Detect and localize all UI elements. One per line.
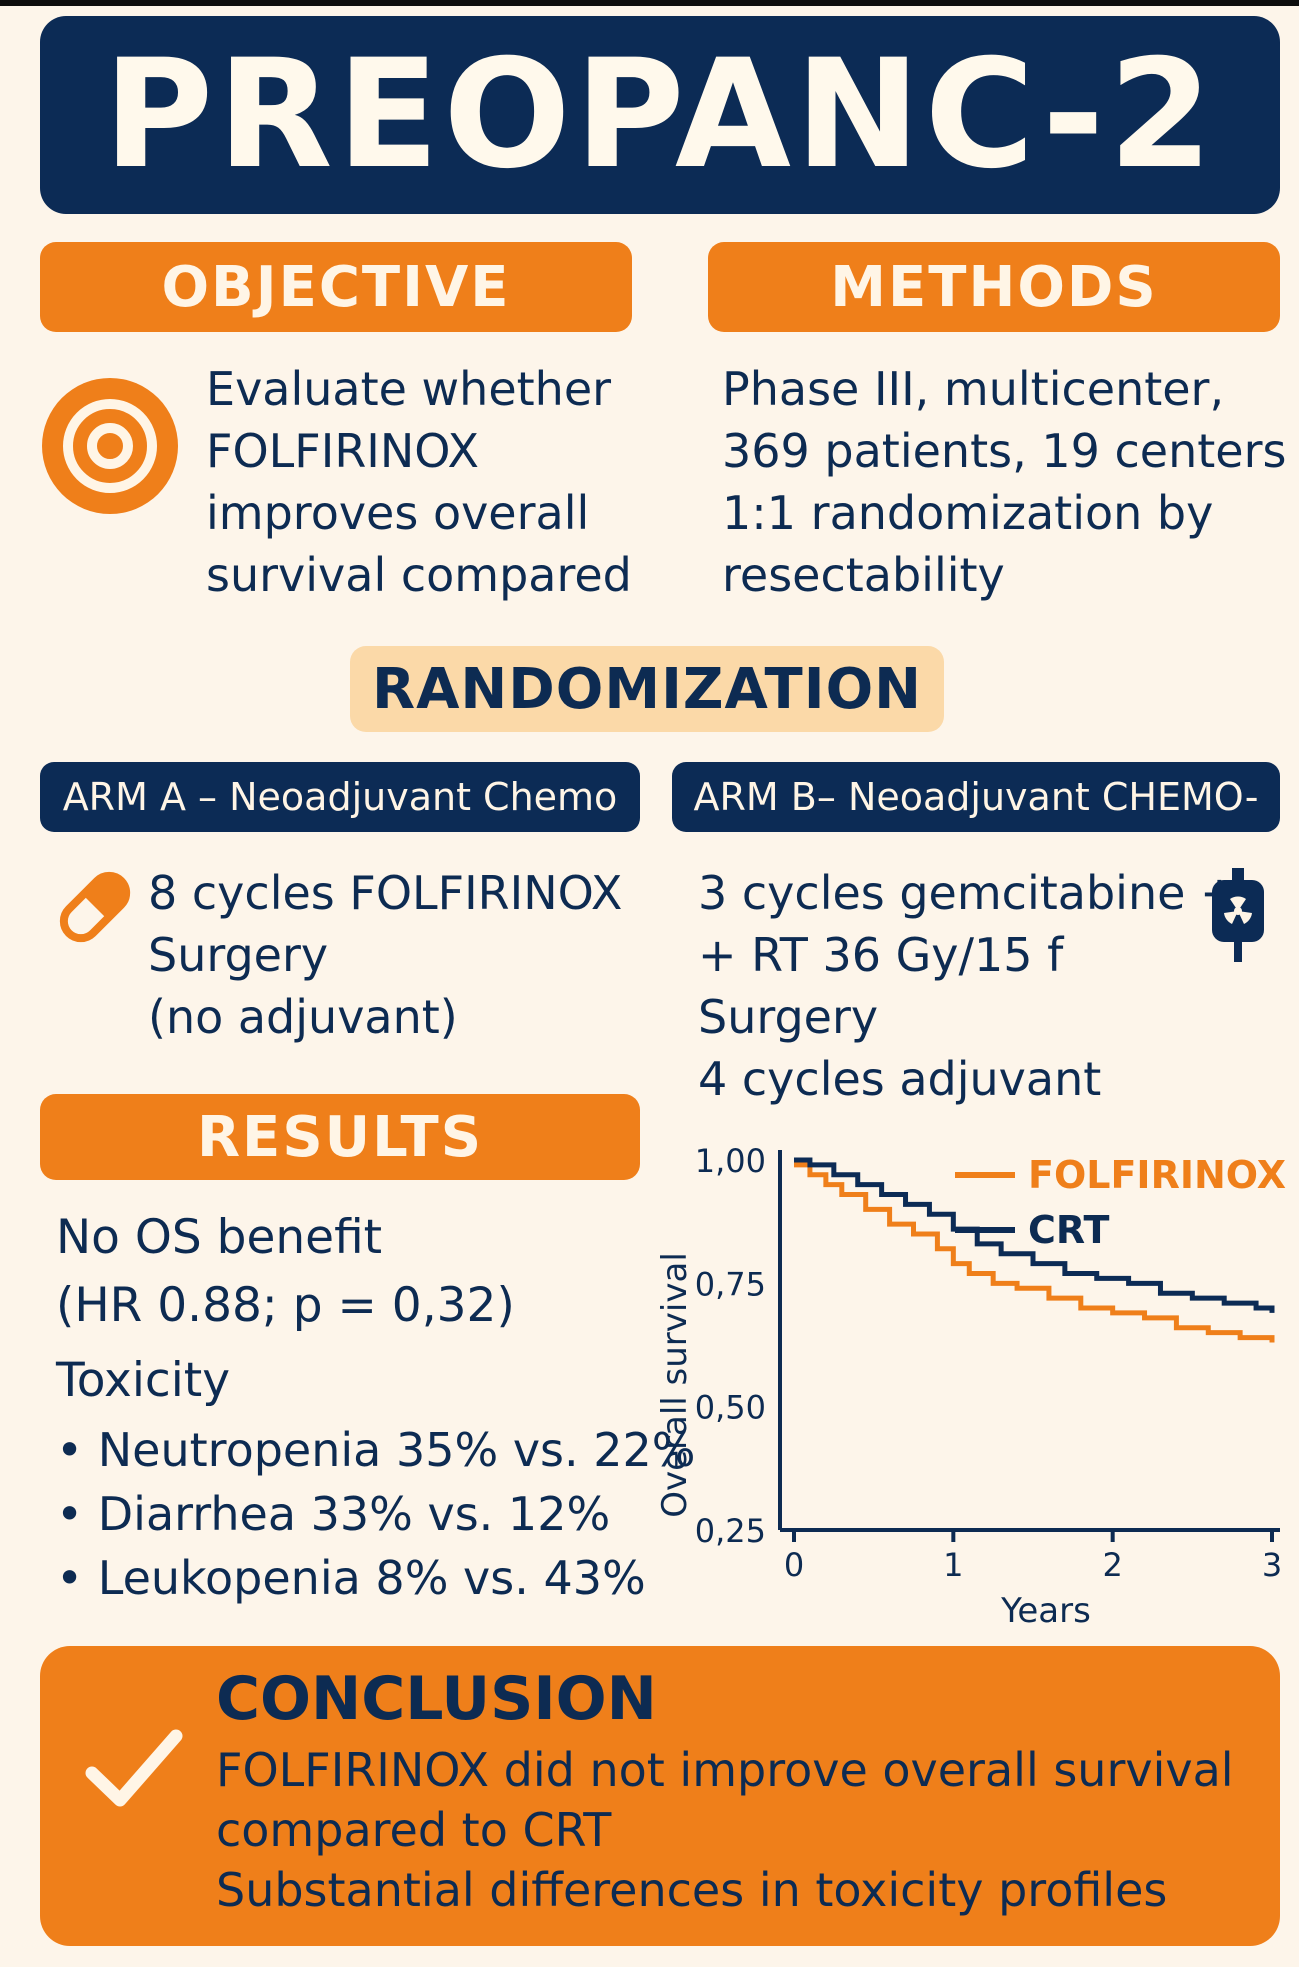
- methods-line: 1:1 randomization by: [722, 486, 1214, 540]
- methods-text: Phase III, multicenter, 369 patients, 19…: [722, 358, 1287, 606]
- list-item: • Diarrhea 33% vs. 12%: [56, 1487, 611, 1541]
- arm-a-text: 8 cycles FOLFIRINOX Surgery (no adjuvant…: [148, 862, 628, 1048]
- conclusion-box: CONCLUSION FOLFIRINOX did not improve ov…: [40, 1646, 1280, 1946]
- arm-b-line: Surgery: [698, 990, 879, 1044]
- objective-heading-box: OBJECTIVE: [40, 242, 632, 332]
- toxicity-item: Diarrhea 33% vs. 12%: [97, 1487, 611, 1541]
- objective-text: Evaluate whether FOLFIRINOX improves ove…: [206, 358, 646, 606]
- objective-line: survival compared: [206, 548, 632, 602]
- arm-a-line: 8 cycles FOLFIRINOX: [148, 866, 623, 920]
- top-border: [0, 0, 1299, 6]
- arm-b-line: 3 cycles gemcitabine +: [698, 866, 1239, 920]
- arm-b-text: 3 cycles gemcitabine + + RT 36 Gy/15 f S…: [698, 862, 1239, 1110]
- toxicity-item: Leukopenia 8% vs. 43%: [97, 1551, 646, 1605]
- series-line-crt: [794, 1157, 1275, 1313]
- arm-b-tab: ARM B– Neoadjuvant CHEMO-: [672, 762, 1280, 832]
- conclusion-text: FOLFIRINOX did not improve overall survi…: [216, 1740, 1266, 1920]
- arm-a-tab: ARM A – Neoadjuvant Chemo: [40, 762, 640, 832]
- conclusion-line: FOLFIRINOX did not improve overall survi…: [216, 1743, 1234, 1797]
- arm-b-line: 4 cycles adjuvant: [698, 1052, 1102, 1106]
- x-tick-label: 2: [1102, 1546, 1122, 1584]
- x-tick-label: 3: [1262, 1546, 1282, 1584]
- results-os-line: No OS benefit: [56, 1210, 383, 1265]
- conclusion-line: compared to CRT: [216, 1803, 612, 1857]
- results-os-line: (HR 0.88; p = 0,32): [56, 1278, 515, 1333]
- arm-a-line: (no adjuvant): [148, 990, 458, 1044]
- checkmark-icon: [84, 1718, 184, 1818]
- methods-line: resectability: [722, 548, 1005, 602]
- pill-icon: [50, 862, 140, 952]
- methods-heading: METHODS: [830, 254, 1158, 320]
- objective-line: improves overall: [206, 486, 590, 540]
- radiation-bag-icon: [1208, 868, 1268, 964]
- target-icon: [40, 376, 180, 516]
- series-line-folfirinox: [794, 1162, 1275, 1343]
- results-heading-box: RESULTS: [40, 1094, 640, 1180]
- arm-a-line: Surgery: [148, 928, 329, 982]
- x-tick-label: 0: [784, 1546, 804, 1584]
- y-tick-label: 0,75: [695, 1265, 766, 1303]
- methods-heading-box: METHODS: [708, 242, 1280, 332]
- arm-b-label: ARM B– Neoadjuvant CHEMO-: [693, 775, 1259, 819]
- toxicity-list: • Neutropenia 35% vs. 22% • Diarrhea 33%…: [56, 1418, 696, 1610]
- title-banner: PREOPANC-2: [40, 16, 1280, 214]
- arm-b-line: + RT 36 Gy/15 f: [698, 928, 1064, 982]
- y-tick-label: 0,50: [695, 1389, 766, 1427]
- y-axis-label: Overall survival: [655, 1252, 695, 1518]
- y-tick-label: 0,25: [695, 1512, 766, 1550]
- methods-line: 369 patients, 19 centers: [722, 424, 1287, 478]
- objective-heading: OBJECTIVE: [161, 254, 511, 320]
- survival-chart: 0,25 0,50 0,75 1,00 0 1 2 3 Years Overall surviva…: [655, 1142, 1286, 1631]
- page-title: PREOPANC-2: [103, 28, 1217, 202]
- results-os-text: No OS benefit (HR 0.88; p = 0,32): [56, 1204, 656, 1340]
- conclusion-heading: CONCLUSION: [216, 1664, 657, 1734]
- methods-line: Phase III, multicenter,: [722, 362, 1225, 416]
- y-tick-label: 1,00: [695, 1142, 766, 1180]
- objective-line: Evaluate whether: [206, 362, 612, 416]
- toxicity-heading: Toxicity: [56, 1353, 231, 1408]
- x-tick-label: 1: [943, 1546, 963, 1584]
- conclusion-line: Substantial differences in toxicity prof…: [216, 1863, 1168, 1917]
- randomization-heading: RANDOMIZATION: [371, 656, 923, 722]
- arm-a-label: ARM A – Neoadjuvant Chemo: [62, 775, 618, 819]
- legend-label: CRT: [1028, 1208, 1109, 1252]
- legend-label: FOLFIRINOX: [1028, 1153, 1286, 1197]
- toxicity-item: Neutropenia 35% vs. 22%: [97, 1423, 696, 1477]
- x-axis-label: Years: [1000, 1591, 1091, 1631]
- list-item: • Leukopenia 8% vs. 43%: [56, 1551, 646, 1605]
- objective-line: FOLFIRINOX: [206, 424, 480, 478]
- randomization-heading-box: RANDOMIZATION: [350, 646, 944, 732]
- results-heading: RESULTS: [196, 1104, 484, 1170]
- list-item: • Neutropenia 35% vs. 22%: [56, 1423, 696, 1477]
